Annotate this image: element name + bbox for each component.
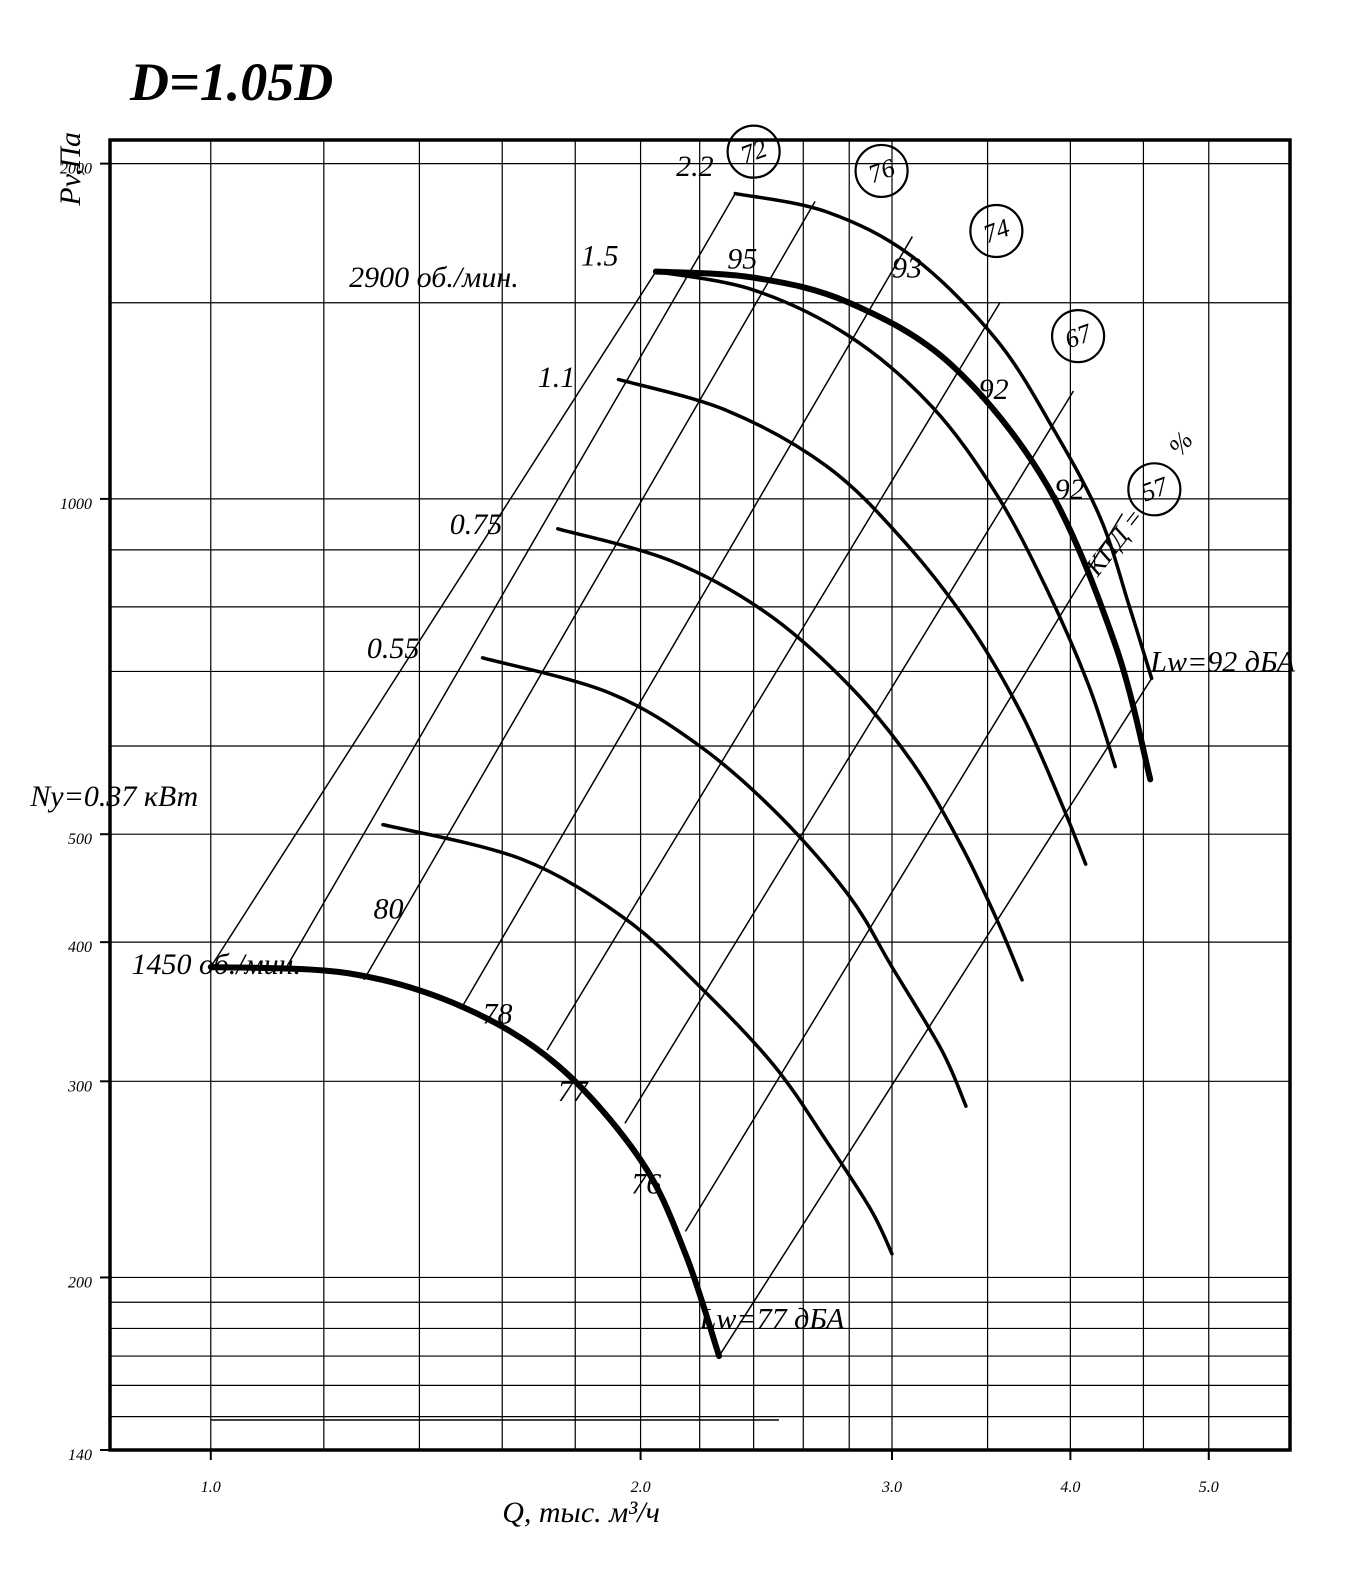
y-tick-label: 140 <box>68 1447 92 1464</box>
chart-title: D=1.05D <box>129 52 333 112</box>
efficiency-value: 67 <box>1061 318 1096 354</box>
power-label: 1.5 <box>581 240 619 273</box>
chart-svg: D=1.05D14020030040050010002000Pv,Па1.02.… <box>0 0 1358 1578</box>
fan-performance-chart: D=1.05D14020030040050010002000Pv,Па1.02.… <box>0 0 1358 1578</box>
efficiency-value: 74 <box>979 213 1013 249</box>
efficiency-line <box>685 514 1122 1232</box>
x-tick-label: 1.0 <box>201 1479 221 1496</box>
sound-label: 80 <box>373 893 403 926</box>
x-tick-label: 3.0 <box>881 1479 902 1496</box>
power-label: 0.75 <box>450 508 503 541</box>
sound-label: 92 <box>979 373 1009 406</box>
sound-label: 78 <box>483 998 513 1031</box>
grid <box>110 140 1290 1450</box>
efficiency-line <box>364 201 815 980</box>
efficiency-value: 76 <box>864 153 898 189</box>
power-curve <box>558 529 1022 980</box>
y-tick-label: 500 <box>68 831 92 848</box>
sound-label: 77 <box>558 1075 590 1108</box>
efficiency-line <box>719 678 1152 1356</box>
sound-label: Lw=92 дБА <box>1149 645 1296 678</box>
x-tick-label: 5.0 <box>1199 1479 1219 1496</box>
power-curve <box>618 379 1085 864</box>
y-tick-label: 200 <box>68 1274 92 1291</box>
power-label: 2.2 <box>676 150 714 183</box>
power-label: 0.55 <box>367 632 420 665</box>
rpm-label: 1450 об./мин. <box>132 948 302 981</box>
y-tick-label: 300 <box>67 1078 92 1095</box>
y-axis-label: Pv,Па <box>54 132 87 207</box>
sound-label: 92 <box>1055 473 1085 506</box>
y-tick-label: 1000 <box>60 496 92 513</box>
sound-label: 93 <box>892 252 922 285</box>
efficiency-line <box>211 272 656 967</box>
sound-label: 95 <box>727 243 757 276</box>
sound-label: Lw=77 дБА <box>699 1302 846 1335</box>
y-tick-label: 400 <box>68 939 92 956</box>
x-tick-label: 4.0 <box>1060 1479 1080 1496</box>
power-label: 1.1 <box>538 361 576 394</box>
efficiency-value: 57 <box>1137 471 1172 507</box>
kpd-percent: % <box>1163 426 1199 461</box>
power-curve <box>483 658 966 1106</box>
sound-label: 76 <box>631 1167 661 1200</box>
x-tick-label: 2.0 <box>631 1479 651 1496</box>
kpd-label: КПД = <box>1079 503 1150 582</box>
fan-curve <box>211 967 719 1356</box>
power-label: Ny=0.37 кВт <box>29 780 198 813</box>
power-curve <box>735 194 1151 679</box>
efficiency-line <box>547 303 1000 1050</box>
x-axis-label: Q, тыс. м³/ч <box>502 1496 660 1529</box>
curves <box>211 194 1152 1420</box>
rpm-label: 2900 об./мин. <box>349 261 519 294</box>
